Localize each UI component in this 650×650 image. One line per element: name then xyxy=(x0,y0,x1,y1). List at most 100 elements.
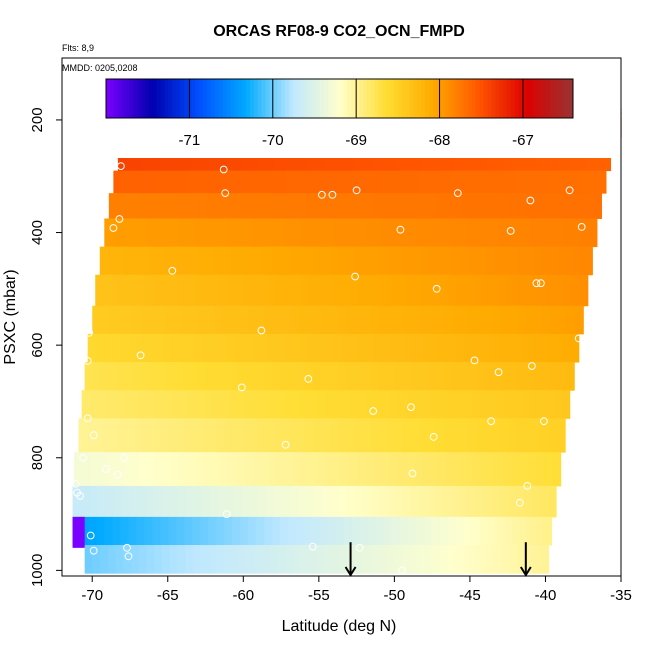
heatmap-cell xyxy=(280,516,289,546)
heatmap-cell xyxy=(446,153,456,172)
heatmap-cell xyxy=(100,362,110,391)
heatmap-cell xyxy=(549,362,559,391)
heatmap-cell xyxy=(398,274,408,307)
heatmap-cell xyxy=(309,218,319,248)
heatmap-cell xyxy=(431,516,441,546)
heatmap-cell xyxy=(500,418,509,453)
heatmap-cell xyxy=(208,153,218,172)
heatmap-cell xyxy=(265,485,275,518)
heatmap-cell xyxy=(540,545,550,574)
heatmap-cell xyxy=(351,170,361,194)
heatmap-cell xyxy=(208,545,217,574)
heatmap-cell xyxy=(435,418,445,453)
heatmap-cell xyxy=(325,452,335,487)
heatmap-cell xyxy=(535,516,545,546)
heatmap-cell xyxy=(464,274,474,307)
y-tick-label: 600 xyxy=(29,333,46,358)
heatmap-cell xyxy=(507,485,517,518)
sample-point xyxy=(85,328,94,337)
heatmap-cell xyxy=(117,153,127,172)
heatmap-cell xyxy=(92,305,101,335)
heatmap-cell xyxy=(298,485,307,518)
heatmap-cell xyxy=(405,153,415,172)
heatmap-band xyxy=(108,193,602,219)
heatmap-cell xyxy=(94,418,104,453)
heatmap-cell xyxy=(370,305,380,335)
heatmap-cell xyxy=(133,305,142,335)
heatmap-cell xyxy=(284,333,293,363)
heatmap-band xyxy=(92,305,584,335)
sample-point xyxy=(86,266,95,275)
heatmap-cell xyxy=(308,274,318,307)
sample-point xyxy=(219,165,228,174)
heatmap-cell xyxy=(411,246,421,276)
heatmap-cell xyxy=(120,218,130,248)
dates-label: MMDD: 0205,0208 xyxy=(62,63,138,73)
heatmap-cell xyxy=(357,274,367,307)
heatmap-cell xyxy=(138,452,148,487)
heatmap-cell xyxy=(440,545,449,574)
heatmap-cell xyxy=(511,153,521,172)
heatmap-cell xyxy=(333,274,343,307)
heatmap-cell xyxy=(232,418,242,453)
heatmap-cell xyxy=(247,246,257,276)
heatmap-cell xyxy=(398,333,408,363)
sample-point xyxy=(71,479,80,488)
colorbar-cell xyxy=(347,79,352,118)
heatmap-cell xyxy=(141,362,151,391)
heatmap-cell xyxy=(252,170,262,194)
heatmap-cell xyxy=(460,246,470,276)
heatmap-cell xyxy=(292,274,302,307)
heatmap-cell xyxy=(355,153,365,172)
sample-point xyxy=(494,368,503,377)
heatmap-cell xyxy=(248,193,258,219)
heatmap-cell xyxy=(169,333,179,363)
heatmap-cell xyxy=(444,305,453,335)
heatmap-cell xyxy=(526,246,536,276)
heatmap-cell xyxy=(313,246,323,276)
heatmap-cell xyxy=(243,218,253,248)
heatmap-cell xyxy=(176,516,185,546)
colorbar-cell xyxy=(417,79,422,118)
heatmap-cell xyxy=(527,516,537,546)
heatmap-cell xyxy=(128,333,138,363)
heatmap-cell xyxy=(190,246,199,276)
heatmap-cell xyxy=(268,218,278,248)
sample-point xyxy=(117,162,125,171)
heatmap-cell xyxy=(411,305,421,335)
sample-point xyxy=(577,223,586,231)
heatmap-cell xyxy=(273,153,283,172)
heatmap-cell xyxy=(395,305,404,335)
heatmap-cell xyxy=(508,418,518,453)
heatmap-cell xyxy=(87,333,97,363)
heatmap-cell xyxy=(423,274,433,307)
heatmap-cell xyxy=(455,452,464,487)
colorbar-cell xyxy=(164,79,169,118)
heatmap-cell xyxy=(293,170,303,194)
heatmap-cell xyxy=(275,274,285,307)
heatmap-cell xyxy=(249,153,259,172)
heatmap-cell xyxy=(419,305,429,335)
heatmap-cell xyxy=(304,362,314,391)
heatmap-cell xyxy=(536,153,546,172)
heatmap-band xyxy=(78,418,566,453)
heatmap-cell xyxy=(493,305,502,335)
heatmap-cell xyxy=(398,452,408,487)
heatmap-band xyxy=(84,545,550,574)
sample-point xyxy=(83,357,92,365)
heatmap-cell xyxy=(214,246,224,276)
heatmap-cell xyxy=(239,362,249,391)
arrow-marker xyxy=(519,542,532,577)
heatmap-cell xyxy=(84,545,93,574)
colorbar-cell xyxy=(541,79,547,118)
heatmap-cell xyxy=(102,418,112,453)
heatmap-cell xyxy=(345,305,355,335)
colorbar-cell xyxy=(425,79,430,118)
heatmap-cell xyxy=(341,390,351,419)
heatmap-cell xyxy=(214,305,224,335)
heatmap-cell xyxy=(522,274,531,307)
heatmap-cell xyxy=(406,452,416,487)
heatmap-cell xyxy=(391,516,401,546)
heatmap-cell xyxy=(524,418,534,453)
heatmap-cell xyxy=(476,305,486,335)
